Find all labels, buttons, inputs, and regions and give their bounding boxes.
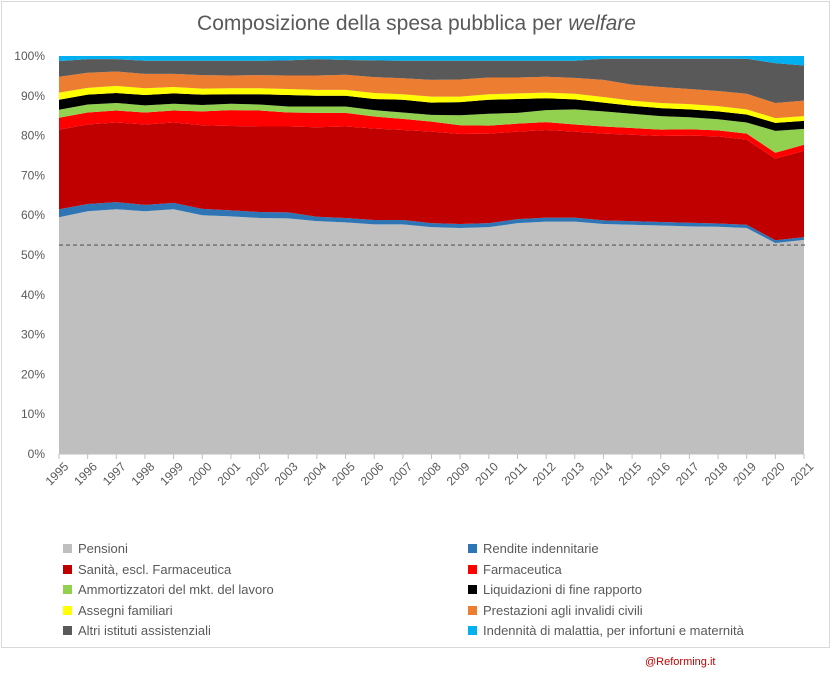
legend-swatch <box>63 564 72 574</box>
x-tick-label: 2008 <box>415 459 444 488</box>
legend-swatch <box>468 585 477 594</box>
x-tick-label: 2013 <box>558 459 587 488</box>
area-series-0 <box>59 209 804 454</box>
legend-label: Assegni familiari <box>78 602 173 618</box>
legend-label: Ammortizzatori del mkt. del lavoro <box>78 582 274 597</box>
x-tick-label: 1996 <box>71 459 100 488</box>
watermark: @Reforming.it <box>645 656 716 668</box>
chart-frame <box>1 1 830 648</box>
x-tick-label: 2005 <box>329 459 358 488</box>
area-series-7 <box>59 71 804 119</box>
area-series-2 <box>59 122 804 241</box>
x-tick-label: 2018 <box>702 459 731 488</box>
x-tick-label: 1999 <box>157 459 186 488</box>
legend-label: Rendite indennitarie <box>483 541 599 556</box>
legend-swatch <box>468 626 477 635</box>
y-tick-label: 60% <box>21 208 45 222</box>
legend-label: Prestazioni agli invalidi civili <box>483 602 643 618</box>
x-tick-label: 2006 <box>358 459 387 488</box>
y-tick-label: 80% <box>21 129 45 143</box>
x-tick-label: 2015 <box>616 459 645 488</box>
x-tick-label: 2011 <box>502 459 530 487</box>
legend-swatch <box>63 544 72 553</box>
y-tick-label: 100% <box>14 49 45 63</box>
legend-item: Sanità, escl. Farmaceutica <box>63 562 231 577</box>
y-tick-label: 30% <box>21 328 45 342</box>
area-series-9 <box>59 56 804 66</box>
area-series-5 <box>59 93 804 131</box>
area-series-6 <box>59 85 804 123</box>
x-tick-label: 2020 <box>759 459 788 488</box>
legend-swatch <box>63 585 72 594</box>
x-tick-label: 2010 <box>472 459 501 488</box>
y-tick-label: 10% <box>21 407 45 421</box>
y-tick-label: 50% <box>21 248 45 262</box>
x-tick-label: 1998 <box>129 459 158 488</box>
legend-item: Liquidazioni di fine rapporto <box>468 582 642 597</box>
area-series-8 <box>59 58 804 103</box>
y-tick-label: 90% <box>21 89 45 103</box>
legend-item: Ammortizzatori del mkt. del lavoro <box>63 582 274 597</box>
legend-item: Indennità di malattia, per infortuni e m… <box>468 623 744 638</box>
x-tick-label: 2007 <box>386 459 415 488</box>
legend-label: Sanità, escl. Farmaceutica <box>78 561 232 577</box>
x-tick-label: 2016 <box>644 459 673 488</box>
y-tick-label: 40% <box>21 288 45 302</box>
x-tick-label: 2001 <box>214 459 243 488</box>
legend-label: Indennità di malattia, per infortuni e m… <box>483 623 744 638</box>
y-tick-label: 0% <box>28 447 46 461</box>
legend-label: Pensioni <box>78 541 128 556</box>
area-series-1 <box>59 202 804 244</box>
x-tick-label: 2012 <box>530 459 559 488</box>
x-tick-label: 1997 <box>100 459 129 488</box>
legend-swatch <box>468 605 477 615</box>
legend-swatch <box>63 626 72 635</box>
chart-title: Composizione della spesa pubblica per we… <box>197 12 636 35</box>
legend-swatch <box>468 564 477 574</box>
area-series-4 <box>59 102 804 153</box>
legend-label: Altri istituti assistenziali <box>78 623 211 638</box>
x-tick-label: 2004 <box>300 459 329 488</box>
x-tick-label: 1995 <box>43 459 72 488</box>
legend-item: Farmaceutica <box>468 562 562 577</box>
legend-item: Altri istituti assistenziali <box>63 623 211 638</box>
area-series-3 <box>59 110 804 159</box>
legend-swatch <box>468 544 477 553</box>
x-tick-label: 2014 <box>587 459 616 488</box>
x-tick-label: 2019 <box>730 459 759 488</box>
x-tick-label: 2017 <box>673 459 702 488</box>
legend-swatch <box>63 605 72 615</box>
y-tick-label: 20% <box>21 367 45 381</box>
x-tick-label: 2021 <box>788 459 817 488</box>
legend-item: Assegni familiari <box>63 603 173 618</box>
x-tick-label: 2002 <box>243 459 272 488</box>
legend-item: Rendite indennitarie <box>468 541 599 556</box>
legend-label: Liquidazioni di fine rapporto <box>483 582 642 597</box>
x-tick-label: 2003 <box>272 459 301 488</box>
legend-item: Prestazioni agli invalidi civili <box>468 603 643 618</box>
x-tick-label: 2009 <box>444 459 473 488</box>
legend-label: Farmaceutica <box>483 561 562 577</box>
x-tick-label: 2000 <box>186 459 215 488</box>
legend-item: Pensioni <box>63 541 128 556</box>
y-tick-label: 70% <box>21 168 45 182</box>
